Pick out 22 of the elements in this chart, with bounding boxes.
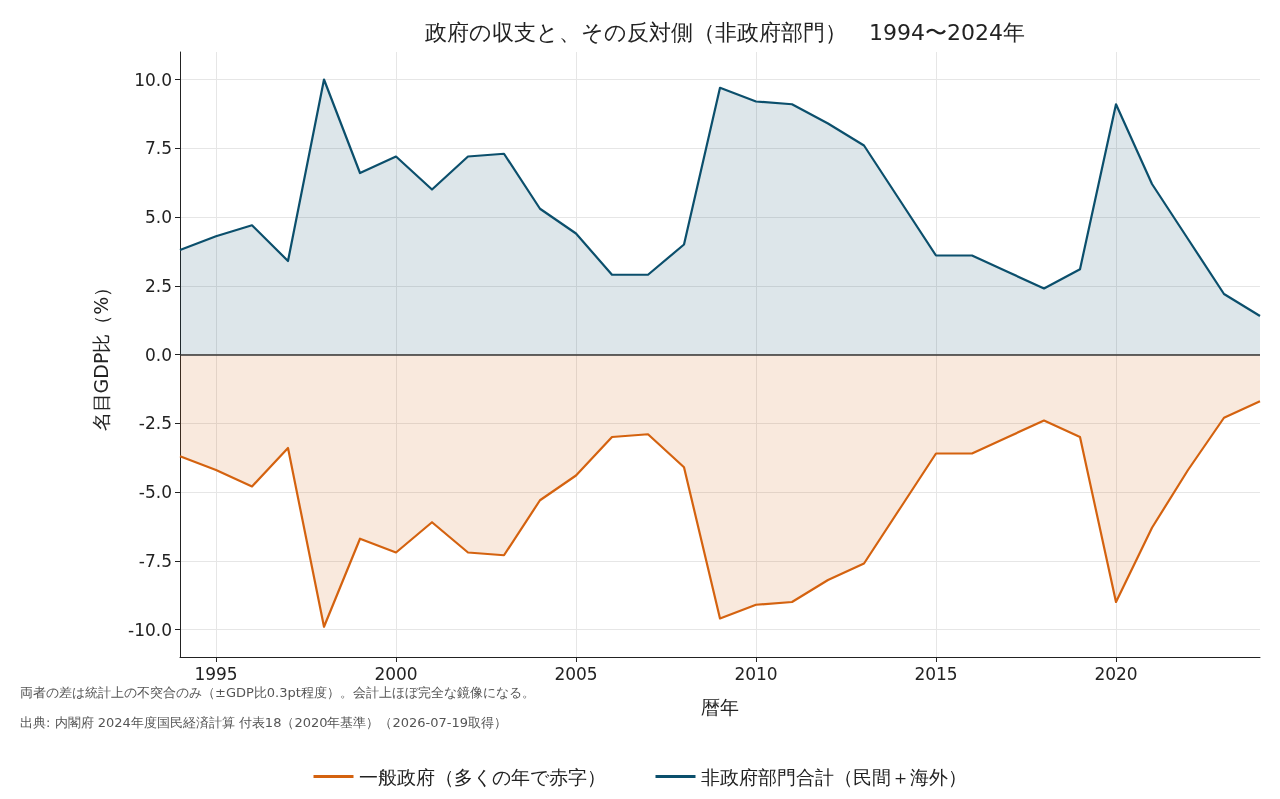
legend-label: 一般政府（多くの年で赤字）	[358, 765, 606, 788]
y-tick-label: 0.0	[144, 344, 172, 365]
y-tick-label: -5.0	[138, 482, 172, 502]
y-tick-label: 2.5	[144, 275, 172, 296]
chart-title: 政府の収支と、その反対側（非政府部門） 1994〜2024年	[425, 19, 1025, 45]
y-axis-title: 名目GDP比（%）	[89, 277, 112, 432]
x-tick-label: 2000	[374, 663, 418, 684]
y-tick-label: -2.5	[138, 413, 172, 434]
x-axis-title: 暦年	[701, 695, 739, 718]
x-tick-label: 2020	[1094, 663, 1138, 684]
x-tick-label: 2005	[554, 663, 598, 684]
x-tick-label: 2010	[734, 663, 778, 684]
x-tick-label: 2015	[914, 663, 958, 684]
legend-label: 非政府部門合計（民間＋海外）	[700, 765, 967, 788]
y-tick-label: 10.0	[134, 69, 172, 90]
source-note: 出典: 内閣府 2024年度国民経済計算 付表18（2020年基準）（2026-07-19取得）	[20, 715, 508, 730]
y-tick-label: 7.5	[144, 138, 172, 159]
text: 両者の差は統計上の不突合のみ（±GDP比0.3pt程度）。会計上ほぼ完全な鏡像になる。	[20, 685, 535, 700]
y-tick-label: -10.0	[128, 619, 172, 640]
y-tick-label: -7.5	[138, 550, 172, 571]
x-tick-label: 1995	[194, 663, 238, 684]
y-tick-label: 5.0	[144, 207, 172, 227]
